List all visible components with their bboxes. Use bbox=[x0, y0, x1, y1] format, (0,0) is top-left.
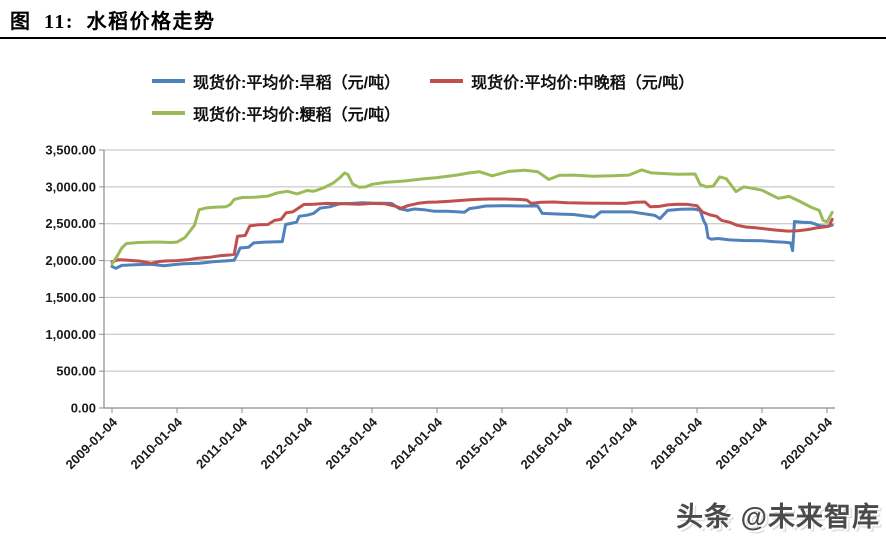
x-tick-label: 2013-01-04 bbox=[322, 414, 380, 472]
chart-legend: 现货价:平均价:早稻（元/吨） 现货价:平均价:中晚稻（元/吨） 现货价:平均价… bbox=[152, 69, 694, 125]
y-axis-ticks: 0.00 500.00 1,000.00 1,500.00 2,000.00 2,500.… bbox=[45, 143, 104, 416]
y-tick-label: 2,500.00 bbox=[45, 216, 96, 231]
legend-label-mid-late-rice: 现货价:平均价:中晚稻（元/吨） bbox=[471, 75, 695, 92]
x-tick-label: 2020-01-04 bbox=[777, 414, 835, 472]
x-tick-label: 2010-01-04 bbox=[127, 414, 185, 472]
axes bbox=[103, 150, 835, 409]
mid-late-rice-line-swatch-icon bbox=[430, 79, 464, 83]
series-line-1 bbox=[110, 197, 834, 265]
early-rice-line-swatch-icon bbox=[152, 79, 185, 83]
x-tick-label: 2011-01-04 bbox=[193, 414, 251, 472]
x-tick-label: 2009-01-04 bbox=[62, 414, 120, 472]
x-tick-label: 2014-01-04 bbox=[387, 414, 445, 472]
x-tick-label: 2012-01-04 bbox=[257, 414, 315, 472]
y-tick-label: 0.00 bbox=[71, 401, 96, 416]
y-tick-label: 1,500.00 bbox=[45, 290, 96, 305]
series-line-2 bbox=[110, 168, 834, 266]
legend-label-early-rice: 现货价:平均价:早稻（元/吨） bbox=[193, 75, 401, 92]
legend-item-early-rice: 现货价:平均价:早稻（元/吨） bbox=[152, 69, 400, 93]
y-tick-label: 2,000.00 bbox=[45, 253, 96, 268]
y-tick-label: 3,000.00 bbox=[45, 179, 96, 194]
series-lines bbox=[110, 168, 834, 270]
japonica-rice-line-swatch-icon bbox=[152, 111, 185, 115]
y-tick-label: 3,500.00 bbox=[45, 143, 96, 158]
y-tick-label: 500.00 bbox=[56, 364, 96, 379]
figure-title: 图 11: 水稻价格走势 bbox=[10, 11, 216, 33]
x-tick-label: 2018-01-04 bbox=[647, 414, 705, 472]
toutiao-watermark: 头条 @未来智库 bbox=[676, 502, 880, 532]
series-line-0 bbox=[110, 201, 834, 270]
x-axis-ticks: 2009-01-04 2010-01-04 2011-01-04 2012-01-04… bbox=[62, 408, 836, 472]
title-underline bbox=[0, 37, 886, 39]
legend-label-japonica-rice: 现货价:平均价:粳稻（元/吨） bbox=[193, 107, 401, 124]
x-tick-label: 2015-01-04 bbox=[452, 414, 510, 472]
x-tick-label: 2017-01-04 bbox=[582, 414, 640, 472]
x-tick-label: 2016-01-04 bbox=[517, 414, 575, 472]
legend-row-2: 现货价:平均价:粳稻（元/吨） bbox=[152, 101, 694, 125]
x-tick-label: 2019-01-04 bbox=[712, 414, 770, 472]
legend-row-1: 现货价:平均价:早稻（元/吨） 现货价:平均价:中晚稻（元/吨） bbox=[152, 69, 694, 93]
y-tick-label: 1,000.00 bbox=[45, 327, 96, 342]
legend-item-japonica-rice: 现货价:平均价:粳稻（元/吨） bbox=[152, 101, 400, 125]
legend-item-mid-late-rice: 现货价:平均价:中晚稻（元/吨） bbox=[430, 69, 694, 93]
